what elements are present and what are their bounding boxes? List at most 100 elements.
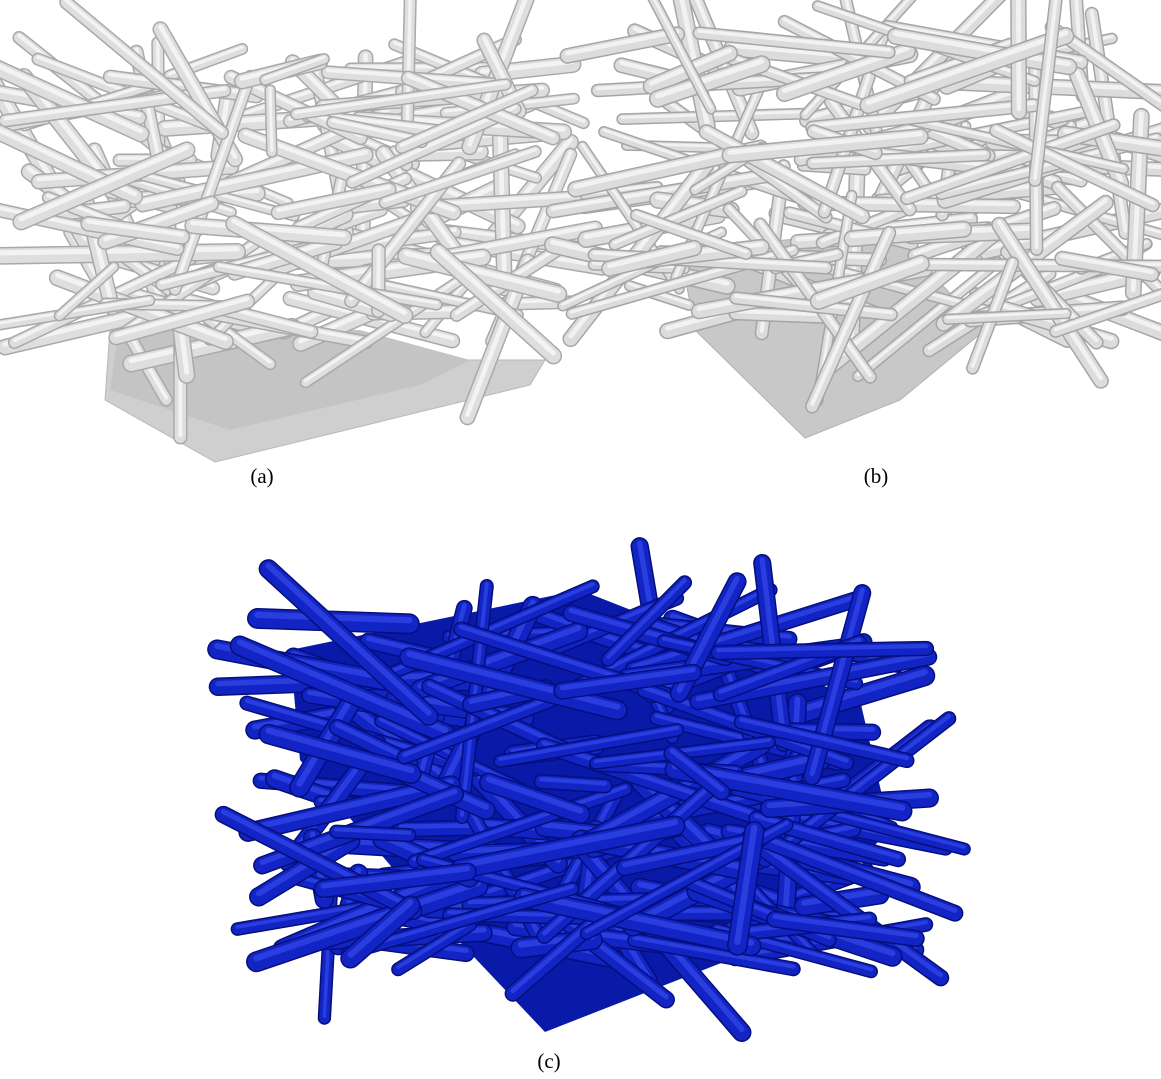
fiber	[480, 774, 589, 823]
panel-b-render	[543, 0, 1161, 439]
fiber	[772, 913, 919, 939]
fiber	[905, 121, 1116, 199]
fiber	[697, 29, 891, 52]
fiber	[104, 71, 263, 102]
fiber	[539, 777, 608, 786]
fiber	[348, 64, 496, 70]
fiber	[214, 262, 442, 310]
fiber	[1055, 252, 1158, 281]
fiber	[408, 783, 632, 868]
fiber	[347, 899, 414, 958]
fiber	[315, 863, 476, 897]
fiber	[630, 594, 859, 670]
fiber	[650, 56, 770, 107]
fiber	[606, 578, 687, 660]
fiber	[451, 816, 684, 878]
fiber	[1033, 0, 1058, 180]
fiber	[399, 86, 534, 148]
fiber	[412, 784, 628, 862]
fiber	[1055, 183, 1161, 292]
fiber	[695, 0, 755, 133]
fiber	[607, 243, 697, 269]
fiber	[727, 131, 923, 155]
fiber	[265, 727, 415, 774]
fiber	[620, 110, 807, 119]
fiber	[849, 223, 967, 239]
fiber	[231, 637, 455, 743]
fiber	[554, 665, 701, 699]
fiber	[1050, 289, 1161, 337]
panel-a-render	[0, 0, 633, 463]
fiber	[247, 877, 487, 971]
fiber	[593, 738, 772, 763]
fiber	[81, 217, 189, 244]
fiber	[723, 129, 928, 162]
fiber	[217, 263, 439, 305]
fiber	[806, 99, 1040, 134]
fiber	[113, 296, 250, 338]
fiber	[320, 865, 471, 889]
fiber	[632, 935, 796, 969]
fiber	[617, 831, 767, 875]
fiber	[403, 250, 561, 294]
fiber	[652, 0, 713, 109]
fiber	[581, 182, 662, 200]
fiber	[787, 668, 928, 717]
fiber	[609, 186, 747, 250]
fiber	[498, 725, 680, 761]
fiber	[238, 128, 461, 220]
fiber	[729, 42, 847, 58]
fiber	[631, 210, 751, 259]
fiber	[380, 146, 541, 208]
fiber	[626, 592, 864, 677]
fiber	[655, 58, 765, 99]
fiber	[1053, 291, 1161, 332]
fiber	[334, 827, 412, 835]
fiber	[383, 147, 538, 203]
fiber	[0, 246, 240, 256]
fiber	[621, 833, 763, 868]
fiber	[811, 256, 929, 309]
fiber	[398, 248, 566, 302]
fiber	[296, 689, 358, 787]
fiber	[724, 40, 851, 66]
fiber	[260, 54, 329, 85]
fiber	[406, 650, 621, 710]
fiber	[521, 890, 755, 946]
fiber	[537, 738, 758, 823]
fiber	[276, 185, 392, 213]
fiber	[265, 562, 432, 716]
fiber	[220, 809, 417, 911]
fiber	[535, 775, 612, 792]
fiber	[628, 934, 800, 975]
fiber	[347, 103, 521, 188]
fiber	[561, 27, 684, 63]
fiber	[994, 126, 1155, 205]
fiber	[190, 220, 347, 238]
fiber	[64, 0, 225, 133]
fiber	[268, 86, 274, 152]
fiber	[807, 149, 990, 169]
fiber	[216, 807, 421, 919]
fiber	[0, 204, 184, 255]
fiber	[57, 263, 116, 316]
fiber	[294, 80, 508, 114]
fiber	[945, 310, 1068, 320]
fiber	[1016, 0, 1022, 112]
fiber	[901, 119, 1120, 204]
fiber	[494, 724, 683, 767]
fiber	[700, 125, 869, 223]
fiber	[239, 776, 460, 841]
fiber	[781, 666, 934, 726]
fiber	[733, 309, 827, 317]
fiber	[729, 307, 831, 323]
fiber	[342, 883, 578, 959]
fiber	[694, 27, 895, 58]
fiber	[260, 725, 421, 783]
fiber	[634, 211, 748, 254]
fiber	[844, 222, 971, 246]
fiber	[602, 241, 701, 276]
fiber	[612, 187, 744, 245]
